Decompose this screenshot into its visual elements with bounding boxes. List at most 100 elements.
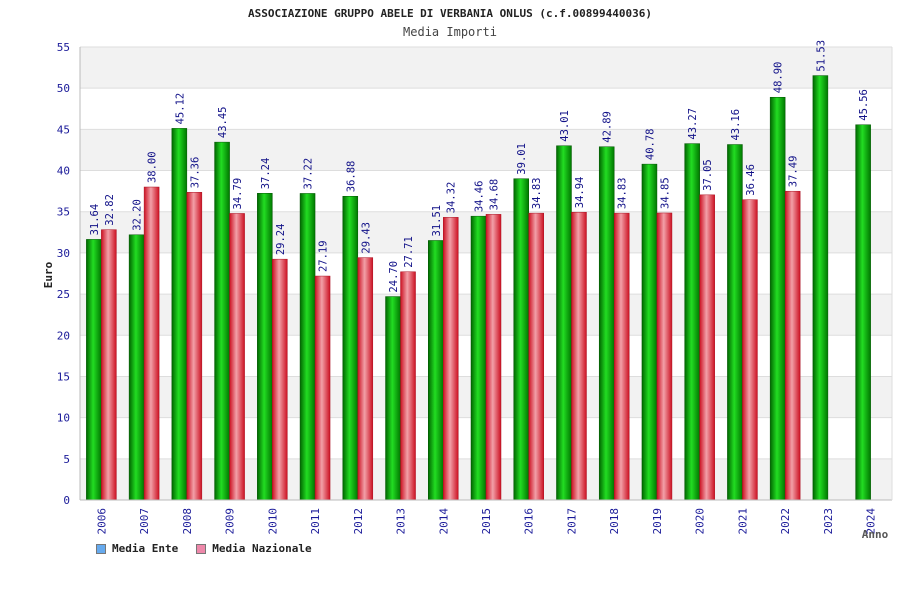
data-label: 34.85 xyxy=(659,177,671,209)
bar-media-nazionale-2020 xyxy=(699,194,715,501)
y-tick-label: 55 xyxy=(57,41,70,54)
bar-media-ente-2020 xyxy=(684,143,700,501)
data-label: 24.70 xyxy=(388,261,400,293)
x-tick-label: 2007 xyxy=(138,508,151,535)
legend-label: Media Nazionale xyxy=(212,542,312,555)
data-label: 34.32 xyxy=(446,182,458,214)
bar-media-ente-2024 xyxy=(855,124,871,501)
y-tick-label: 20 xyxy=(57,329,70,342)
chart-subtitle: Media Importi xyxy=(403,25,497,39)
data-label: 43.45 xyxy=(217,107,229,139)
x-tick-label: 2013 xyxy=(395,508,408,535)
data-label: 34.46 xyxy=(474,181,486,213)
data-label: 36.88 xyxy=(345,161,357,193)
x-tick-label: 2024 xyxy=(865,508,878,535)
data-label: 39.01 xyxy=(516,143,528,175)
x-tick-label: 2021 xyxy=(736,508,749,535)
bar-media-ente-2009 xyxy=(214,141,230,501)
bar-media-ente-2010 xyxy=(257,193,273,501)
data-label: 34.79 xyxy=(232,178,244,210)
data-label: 27.71 xyxy=(403,236,415,268)
x-tick-label: 2014 xyxy=(437,508,450,535)
x-axis-label: Anno xyxy=(862,528,889,541)
bar-media-nazionale-2016 xyxy=(528,212,544,501)
data-label: 37.05 xyxy=(702,159,714,191)
x-tick-label: 2006 xyxy=(95,508,108,535)
bar-media-ente-2007 xyxy=(128,234,145,501)
bar-media-ente-2011 xyxy=(299,193,316,501)
bar-media-ente-2012 xyxy=(342,195,359,501)
data-label: 36.46 xyxy=(745,164,757,196)
data-label: 43.01 xyxy=(559,110,571,142)
data-label: 34.68 xyxy=(489,179,501,211)
data-label: 43.16 xyxy=(730,109,742,141)
bar-media-nazionale-2010 xyxy=(272,258,288,501)
bar-media-nazionale-2019 xyxy=(656,212,673,501)
data-label: 31.64 xyxy=(89,204,101,236)
y-tick-label: 45 xyxy=(57,123,70,136)
bar-media-nazionale-2011 xyxy=(314,275,331,501)
x-tick-label: 2016 xyxy=(523,508,536,535)
data-label: 40.78 xyxy=(644,129,656,161)
bar-media-nazionale-2014 xyxy=(443,217,459,501)
data-label: 38.00 xyxy=(147,151,159,183)
bar-media-ente-2018 xyxy=(598,146,615,501)
data-label: 32.82 xyxy=(104,194,116,226)
x-tick-label: 2008 xyxy=(181,508,194,535)
bar-media-nazionale-2009 xyxy=(229,213,245,501)
bar-media-ente-2019 xyxy=(641,163,658,501)
bar-media-nazionale-2007 xyxy=(143,186,160,501)
data-label: 43.27 xyxy=(687,108,699,140)
bar-media-ente-2006 xyxy=(86,239,102,501)
y-tick-label: 35 xyxy=(57,206,70,219)
legend-item-media-nazionale: Media Nazionale xyxy=(196,542,312,555)
bar-media-nazionale-2015 xyxy=(485,214,502,501)
x-tick-label: 2012 xyxy=(352,508,365,535)
x-tick-label: 2023 xyxy=(822,508,835,535)
legend-label: Media Ente xyxy=(112,542,179,555)
data-label: 37.24 xyxy=(260,158,272,190)
x-tick-label: 2019 xyxy=(651,508,664,535)
data-label: 42.89 xyxy=(602,111,614,143)
bar-media-ente-2021 xyxy=(727,144,743,501)
y-tick-label: 5 xyxy=(63,453,70,466)
data-label: 34.83 xyxy=(531,178,543,210)
bar-media-ente-2014 xyxy=(428,240,444,501)
x-tick-label: 2010 xyxy=(266,508,279,535)
chart-title: ASSOCIAZIONE GRUPPO ABELE DI VERBANIA ON… xyxy=(248,7,652,20)
y-axis-label: Euro xyxy=(42,261,55,288)
x-tick-label: 2015 xyxy=(480,508,493,535)
bar-media-nazionale-2008 xyxy=(186,192,203,501)
bar-media-nazionale-2022 xyxy=(784,190,801,501)
x-tick-label: 2009 xyxy=(224,508,237,535)
legend-item-media-ente: Media Ente xyxy=(96,542,178,555)
bar-media-ente-2008 xyxy=(171,128,188,501)
x-tick-label: 2022 xyxy=(779,508,792,535)
bar-media-ente-2013 xyxy=(385,296,401,501)
y-tick-label: 0 xyxy=(63,494,70,507)
data-label: 32.20 xyxy=(132,199,144,231)
y-tick-label: 50 xyxy=(57,82,70,95)
x-tick-label: 2011 xyxy=(309,508,322,535)
bar-media-ente-2022 xyxy=(769,96,786,501)
x-tick-label: 2018 xyxy=(608,508,621,535)
data-label: 29.24 xyxy=(275,224,287,256)
bar-media-nazionale-2012 xyxy=(357,257,374,501)
data-label: 37.22 xyxy=(303,158,315,190)
data-label: 34.83 xyxy=(617,178,629,210)
legend: Media Ente Media Nazionale xyxy=(96,542,312,555)
legend-swatch-media-ente xyxy=(96,543,106,554)
data-label: 48.90 xyxy=(773,62,785,94)
data-label: 37.49 xyxy=(788,156,800,188)
y-tick-label: 10 xyxy=(57,412,70,425)
bar-media-ente-2016 xyxy=(513,178,529,501)
data-label: 45.56 xyxy=(858,89,870,121)
data-label: 51.53 xyxy=(815,40,827,72)
bar-media-nazionale-2013 xyxy=(400,271,416,501)
bar-media-ente-2023 xyxy=(812,75,829,501)
y-tick-label: 30 xyxy=(57,247,70,260)
x-tick-label: 2017 xyxy=(565,508,578,535)
legend-swatch-media-nazionale xyxy=(196,543,207,554)
